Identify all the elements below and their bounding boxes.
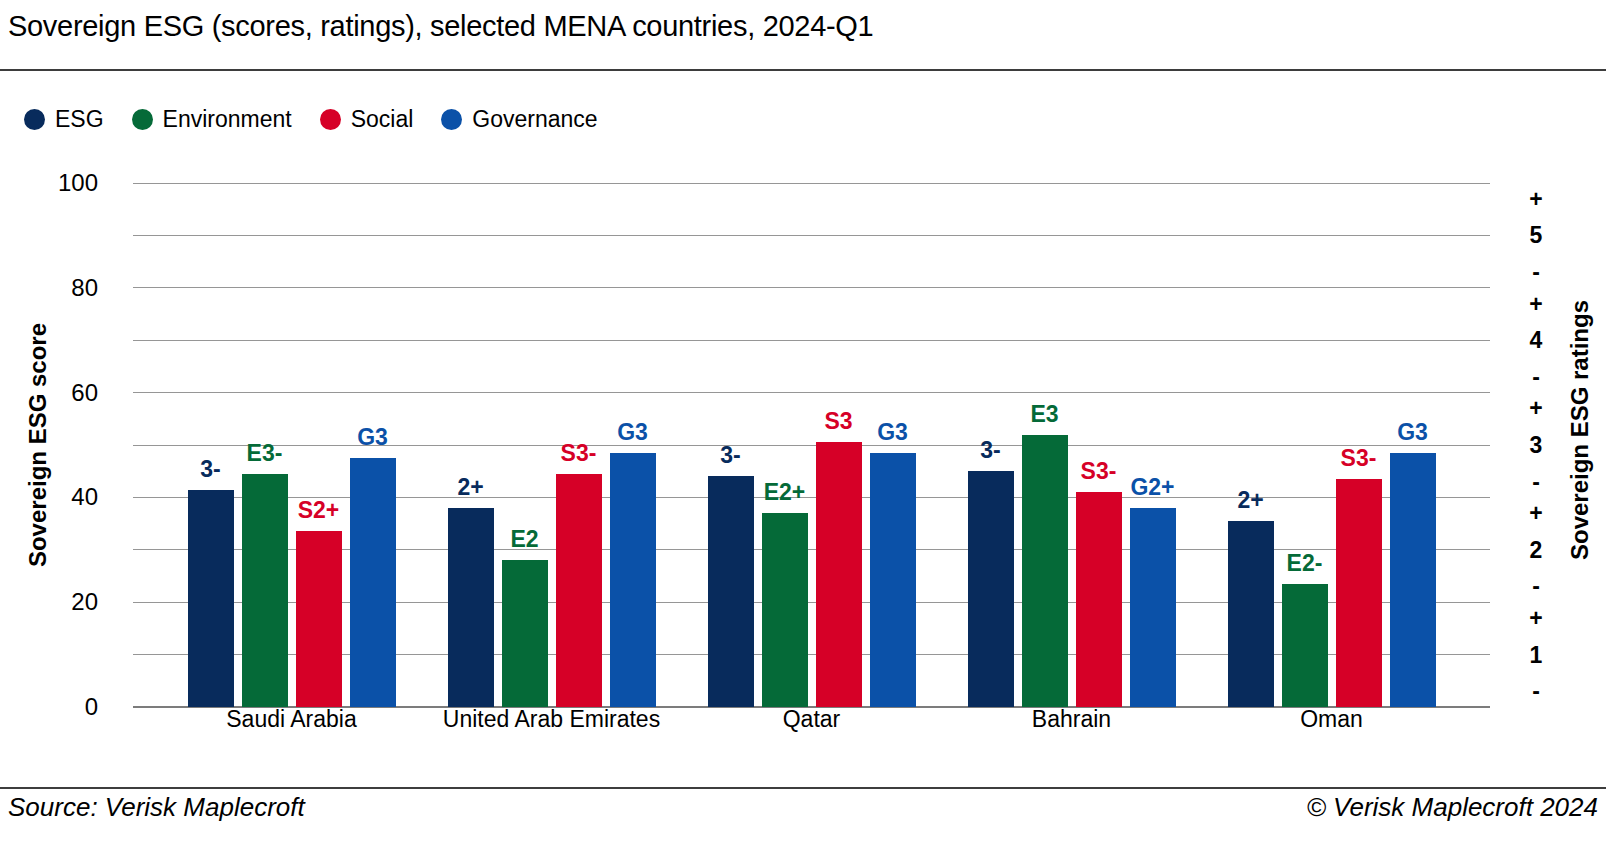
right-axis-tick-label: - (1506, 259, 1566, 286)
bar-esg-united-arab-emirates (448, 508, 494, 707)
left-axis-tick-label: 20 (18, 588, 98, 616)
gridline (133, 340, 1490, 341)
right-axis-tick-label: - (1506, 363, 1566, 390)
chart-title: Sovereign ESG (scores, ratings), selecte… (8, 10, 873, 43)
social-legend-dot-icon (320, 109, 341, 130)
right-axis-tick-label: 2 (1506, 536, 1566, 563)
title-divider (0, 69, 1606, 71)
bar-rating-label: G3 (617, 419, 648, 446)
bar-governance-oman (1390, 453, 1436, 707)
esg-chart-page: Sovereign ESG (scores, ratings), selecte… (0, 0, 1606, 848)
footer-copyright: © Verisk Maplecroft 2024 (1307, 792, 1598, 823)
bar-rating-label: G3 (1397, 419, 1428, 446)
bar-governance-qatar (870, 453, 916, 707)
legend-item-esg: ESG (24, 106, 104, 133)
legend-label: Environment (163, 106, 292, 133)
bar-esg-saudi-arabia (188, 490, 234, 707)
bar-governance-united-arab-emirates (610, 453, 656, 707)
right-axis-tick-label: - (1506, 678, 1566, 705)
category-label-oman: Oman (1300, 706, 1363, 733)
bar-governance-saudi-arabia (350, 458, 396, 707)
footer-divider (0, 787, 1606, 789)
bar-environment-united-arab-emirates (502, 560, 548, 707)
environment-legend-dot-icon (132, 109, 153, 130)
bar-rating-label: 3- (200, 456, 220, 483)
bar-rating-label: S3- (561, 440, 597, 467)
legend-label: Social (351, 106, 414, 133)
bar-environment-oman (1282, 584, 1328, 707)
bar-rating-label: S3 (824, 408, 852, 435)
bar-social-oman (1336, 479, 1382, 707)
bar-rating-label: E2+ (764, 479, 806, 506)
governance-legend-dot-icon (441, 109, 462, 130)
bar-esg-oman (1228, 521, 1274, 707)
right-axis-title: Sovereign ESG ratings (1566, 300, 1594, 560)
right-axis-tick-label: + (1506, 290, 1566, 317)
right-axis-tick-label: - (1506, 468, 1566, 495)
right-axis-tick-label: + (1506, 185, 1566, 212)
gridline (133, 445, 1490, 446)
bar-rating-label: S3- (1341, 445, 1377, 472)
bar-esg-qatar (708, 476, 754, 707)
bar-rating-label: 2+ (1237, 487, 1263, 514)
bar-governance-bahrain (1130, 508, 1176, 707)
right-axis-tick-label: 3 (1506, 432, 1566, 459)
bar-rating-label: S3- (1081, 458, 1117, 485)
right-axis-tick-label: 1 (1506, 641, 1566, 668)
left-axis-tick-label: 80 (18, 274, 98, 302)
bar-rating-label: E2- (1287, 550, 1323, 577)
left-axis-tick-label: 60 (18, 379, 98, 407)
category-label-qatar: Qatar (783, 706, 841, 733)
bar-rating-label: G2+ (1130, 474, 1174, 501)
legend-item-social: Social (320, 106, 414, 133)
category-label-bahrain: Bahrain (1032, 706, 1111, 733)
bar-environment-bahrain (1022, 435, 1068, 707)
legend-item-governance: Governance (441, 106, 597, 133)
left-axis-tick-label: 100 (18, 169, 98, 197)
bar-rating-label: G3 (877, 419, 908, 446)
right-axis-tick-label: 5 (1506, 222, 1566, 249)
right-axis-tick-label: + (1506, 604, 1566, 631)
bar-social-bahrain (1076, 492, 1122, 707)
right-axis-tick-label: + (1506, 395, 1566, 422)
legend-item-environment: Environment (132, 106, 292, 133)
legend-label: ESG (55, 106, 104, 133)
bar-environment-saudi-arabia (242, 474, 288, 707)
esg-legend-dot-icon (24, 109, 45, 130)
bar-rating-label: G3 (357, 424, 388, 451)
bar-esg-bahrain (968, 471, 1014, 707)
bar-rating-label: 3- (720, 442, 740, 469)
bar-social-saudi-arabia (296, 531, 342, 707)
bar-social-qatar (816, 442, 862, 707)
bar-rating-label: S2+ (298, 497, 340, 524)
bar-rating-label: 2+ (457, 474, 483, 501)
category-label-saudi-arabia: Saudi Arabia (226, 706, 356, 733)
left-axis-title: Sovereign ESG score (24, 323, 52, 567)
bar-rating-label: E3- (247, 440, 283, 467)
footer-source: Source: Verisk Maplecroft (8, 792, 305, 823)
legend-label: Governance (472, 106, 597, 133)
gridline (133, 392, 1490, 393)
left-axis-tick-label: 40 (18, 483, 98, 511)
bar-environment-qatar (762, 513, 808, 707)
right-axis-tick-label: - (1506, 573, 1566, 600)
category-label-united-arab-emirates: United Arab Emirates (443, 706, 660, 733)
gridline (133, 183, 1490, 184)
left-axis-tick-label: 0 (18, 693, 98, 721)
bar-rating-label: 3- (980, 437, 1000, 464)
legend: ESG Environment Social Governance (24, 106, 598, 133)
gridline (133, 287, 1490, 288)
bar-rating-label: E2 (510, 526, 538, 553)
bar-rating-label: E3 (1030, 401, 1058, 428)
bar-social-united-arab-emirates (556, 474, 602, 707)
gridline (133, 235, 1490, 236)
right-axis-tick-label: + (1506, 500, 1566, 527)
right-axis-tick-label: 4 (1506, 327, 1566, 354)
